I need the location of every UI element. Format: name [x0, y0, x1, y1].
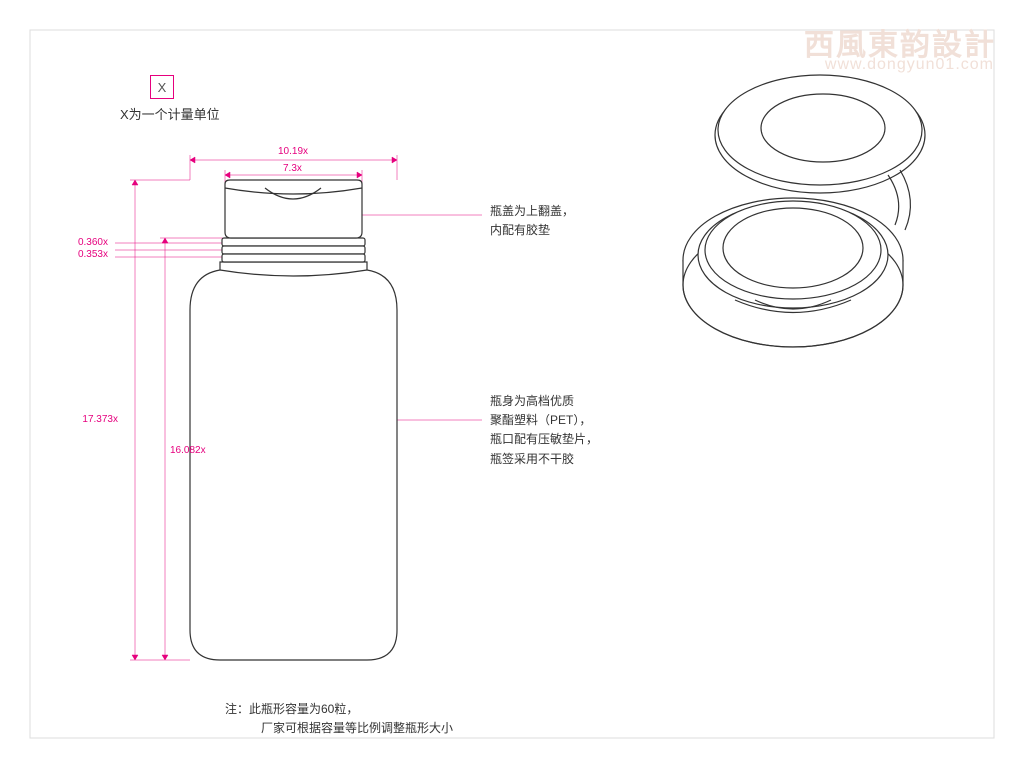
cap-top-view-drawing [0, 0, 1024, 768]
diagram-canvas: 西風東韵設計 www.dongyun01.com X X为一个计量单位 [0, 0, 1024, 768]
footnote-line1: 注：此瓶形容量为60粒， [225, 700, 453, 719]
footnote: 注：此瓶形容量为60粒， 厂家可根据容量等比例调整瓶形大小 [225, 700, 453, 738]
footnote-line2: 厂家可根据容量等比例调整瓶形大小 [261, 719, 453, 738]
